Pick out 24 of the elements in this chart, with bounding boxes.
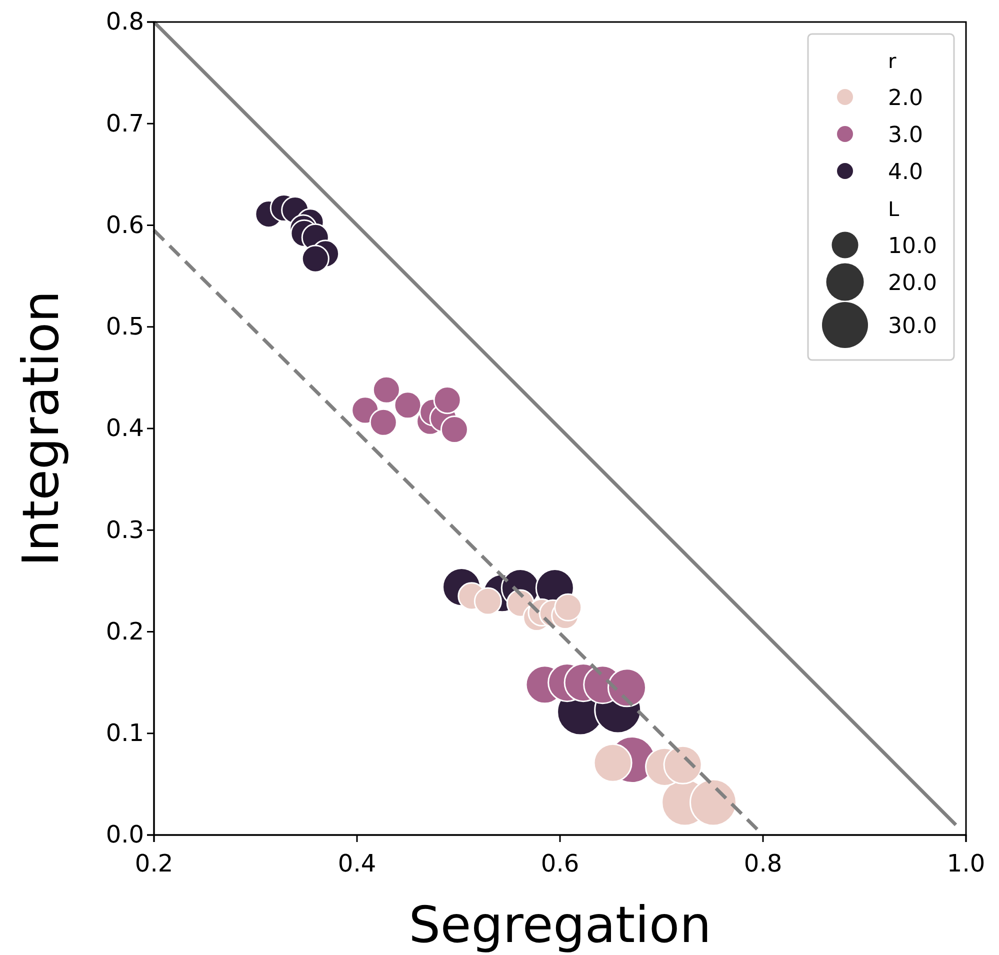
legend-label: 30.0 [888, 314, 937, 339]
y-tick-label: 0.4 [106, 414, 144, 442]
y-tick-label: 0.1 [106, 719, 144, 748]
y-tick-label: 0.0 [106, 820, 144, 849]
annotation: L [888, 197, 900, 221]
x-tick-label: 0.6 [540, 849, 580, 878]
legend-label: 10.0 [888, 234, 937, 259]
y-axis-title: Integration [12, 290, 70, 566]
legend-label: 20.0 [888, 271, 937, 296]
x-axis-title: Segregation [408, 896, 712, 954]
legend-label: 4.0 [888, 160, 923, 185]
legend-label: 2.0 [888, 86, 923, 111]
x-tick-label: 0.2 [134, 849, 174, 878]
y-tick-label: 0.2 [106, 617, 144, 646]
x-tick-label: 0.8 [744, 849, 782, 878]
y-tick-label: 0.6 [106, 210, 144, 239]
legend-title: r [888, 49, 897, 73]
y-tick-label: 0.7 [106, 109, 144, 138]
legend-label: 3.0 [888, 123, 923, 148]
y-tick-label: 0.3 [106, 516, 144, 544]
y-tick-label: 0.5 [106, 312, 144, 341]
y-tick-label: 0.8 [106, 8, 144, 36]
x-tick-label: 0.4 [338, 849, 376, 878]
x-tick-label: 1.0 [946, 849, 986, 878]
